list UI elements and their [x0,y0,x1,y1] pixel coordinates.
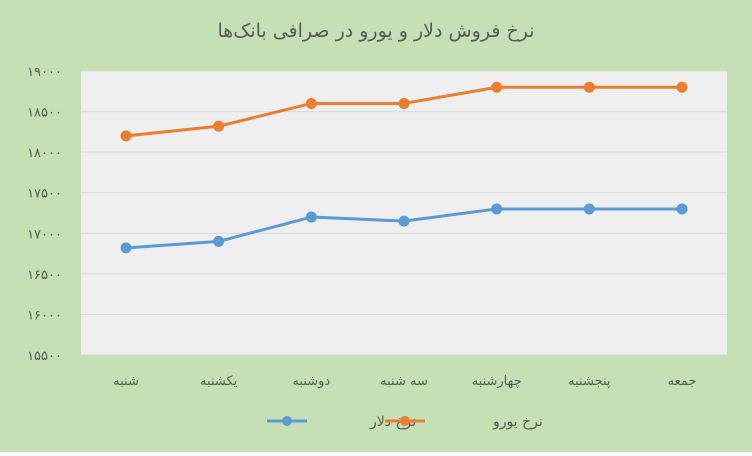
y-tick-label: ۱۸۰۰۰ [27,146,62,161]
x-tick-label: جمعه [668,374,697,389]
x-tick-label: چهارشنبه [472,374,522,389]
y-tick-label: ۱۷۰۰۰ [27,227,62,242]
data-point [120,130,132,142]
x-axis: شنبه یکشنبه دوشنبه سه شنبه چهارشنبه پنجشنبه جم… [113,374,696,389]
data-point [120,242,132,254]
y-tick-label: ۱۵۵۰۰ [27,349,62,364]
gridlines [81,70,727,356]
x-tick-label: شنبه [113,374,139,389]
legend-marker [400,416,410,426]
data-point [305,97,317,109]
data-point [491,203,503,215]
data-point [676,81,688,93]
data-point [305,211,317,223]
series-euro [120,81,688,142]
data-point [583,81,595,93]
data-point [676,203,688,215]
data-point [213,120,225,132]
x-tick-label: یکشنبه [200,374,238,389]
y-tick-label: ۱۶۰۰۰ [27,308,62,323]
y-tick-label: ۱۹۰۰۰ [27,65,62,80]
y-tick-label: ۱۷۵۰۰ [27,187,62,202]
chart-title: نرخ فروش دلار و یورو در صرافی بانک‌ها [218,20,535,42]
plot-area [81,71,727,355]
legend-label: نرخ یورو [492,414,543,430]
data-point [398,97,410,109]
data-point [583,203,595,215]
data-point [398,215,410,227]
series-layer [120,81,688,254]
y-tick-label: ۱۸۵۰۰ [27,106,62,121]
data-point [491,81,503,93]
legend-item: نرخ یورو [385,414,543,430]
data-point [213,235,225,247]
y-tick-label: ۱۶۵۰۰ [27,268,62,283]
y-axis: ۱۵۵۰۰ ۱۶۰۰۰ ۱۶۵۰۰ ۱۷۰۰۰ ۱۷۵۰۰ ۱۸۰۰۰ ۱۸۵۰۰ ۱۹۰۰۰ [27,65,62,364]
series-dollar [120,203,688,254]
x-tick-label: پنجشنبه [568,374,611,389]
x-tick-label: دوشنبه [292,374,330,389]
legend-marker [282,416,292,426]
x-tick-label: سه شنبه [380,374,428,389]
